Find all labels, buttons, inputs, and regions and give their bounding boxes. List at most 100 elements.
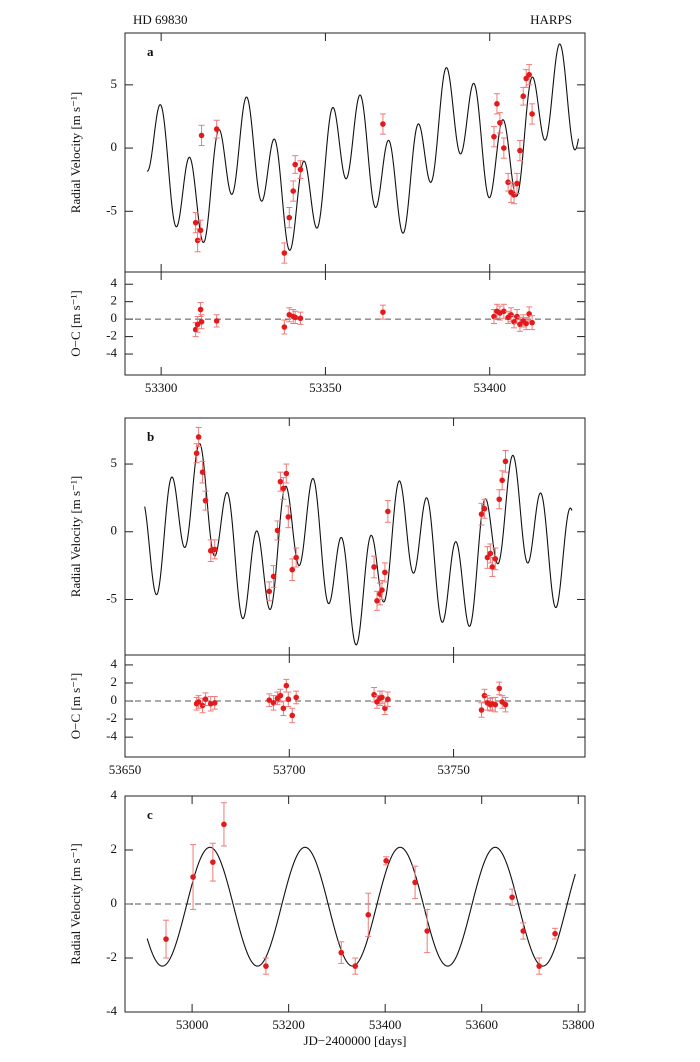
data-point: [195, 699, 202, 705]
y-axis-label: Radial Velocity [m s⁻¹]: [68, 92, 83, 213]
data-point: [502, 458, 509, 465]
data-point: [198, 132, 205, 139]
y-axis-label: Radial Velocity [m s⁻¹]: [68, 843, 83, 964]
y-axis-label: O−C [m s⁻¹]: [68, 290, 83, 356]
data-point: [213, 318, 220, 324]
data-point: [492, 556, 499, 562]
data-point: [263, 963, 269, 969]
plot-frame: [124, 654, 586, 758]
x-tick-label: 53400: [369, 1017, 402, 1032]
data-point: [283, 682, 290, 689]
data-point: [552, 930, 558, 937]
x-tick-label: 53200: [272, 1017, 305, 1032]
data-point: [385, 508, 391, 515]
data-point: [529, 319, 535, 326]
data-point: [517, 321, 523, 328]
data-point: [197, 227, 204, 234]
y-tick-label: 0: [111, 692, 118, 707]
data-point: [292, 314, 299, 321]
star-name: HD 69830: [133, 12, 188, 27]
data-point: [365, 912, 372, 918]
data-point: [509, 894, 515, 901]
model-curve: [144, 442, 573, 646]
y-tick-label: 2: [111, 841, 118, 856]
y-tick-label: 2: [111, 293, 118, 308]
data-point: [371, 691, 377, 698]
data-point: [202, 497, 209, 504]
data-point: [338, 949, 345, 956]
plot-frame: [124, 271, 586, 376]
data-point: [496, 685, 503, 692]
data-point: [491, 133, 497, 140]
data-point: [286, 214, 293, 221]
x-tick-label: 53000: [176, 1017, 209, 1032]
data-point: [424, 928, 430, 934]
data-point: [280, 705, 287, 712]
data-point: [412, 879, 418, 886]
data-point: [520, 93, 527, 100]
data-point: [281, 250, 288, 256]
y-axis-label: Radial Velocity [m s⁻¹]: [68, 476, 83, 597]
data-point: [193, 450, 200, 457]
data-point: [290, 188, 297, 194]
data-point: [297, 166, 304, 173]
data-point: [382, 569, 388, 576]
x-tick-label: 53700: [273, 762, 306, 777]
data-point: [211, 700, 218, 706]
data-point: [484, 554, 491, 561]
x-tick-label: 53750: [437, 762, 470, 777]
data-point: [283, 470, 290, 477]
plot-frame: [124, 32, 586, 273]
data-point: [514, 180, 520, 187]
y-tick-label: -2: [106, 949, 117, 964]
data-point: [195, 434, 202, 440]
data-point: [192, 219, 199, 226]
data-point: [529, 111, 535, 117]
instrument: HARPS: [530, 12, 572, 27]
model-curve: [146, 846, 576, 967]
x-tick-label: 53600: [465, 1017, 498, 1032]
data-point: [297, 315, 304, 322]
data-point: [481, 505, 488, 512]
data-point: [194, 321, 201, 328]
data-point: [374, 598, 380, 604]
data-point: [289, 712, 296, 719]
data-point: [270, 573, 277, 580]
data-point: [202, 696, 209, 703]
data-point: [199, 469, 206, 475]
y-tick-label: -4: [106, 728, 117, 743]
data-point: [385, 696, 391, 703]
data-point: [501, 308, 507, 315]
data-point: [266, 697, 273, 703]
y-tick-label: 5: [111, 76, 118, 91]
data-point: [266, 588, 273, 595]
data-point: [277, 478, 284, 485]
data-point: [508, 311, 514, 318]
data-point: [494, 101, 500, 107]
data-point: [489, 564, 496, 570]
data-point: [190, 874, 196, 880]
data-point: [487, 550, 494, 557]
y-tick-label: 0: [111, 523, 118, 538]
x-tick-label: 53650: [109, 762, 142, 777]
data-point: [213, 126, 220, 132]
data-point: [221, 821, 227, 828]
y-tick-label: 4: [111, 275, 118, 290]
data-point: [496, 496, 503, 503]
data-point: [380, 121, 386, 127]
data-point: [293, 554, 299, 561]
data-point: [281, 324, 288, 330]
model-curve: [146, 43, 579, 251]
panel-label: a: [147, 44, 154, 59]
y-tick-label: -5: [106, 590, 117, 605]
y-tick-label: 2: [111, 674, 118, 689]
data-point: [383, 858, 389, 864]
data-point: [371, 564, 377, 570]
data-point: [497, 119, 503, 126]
data-point: [274, 527, 281, 534]
x-tick-label: 53350: [309, 380, 342, 395]
data-point: [478, 511, 485, 517]
data-point: [292, 161, 299, 168]
data-point: [492, 701, 499, 708]
